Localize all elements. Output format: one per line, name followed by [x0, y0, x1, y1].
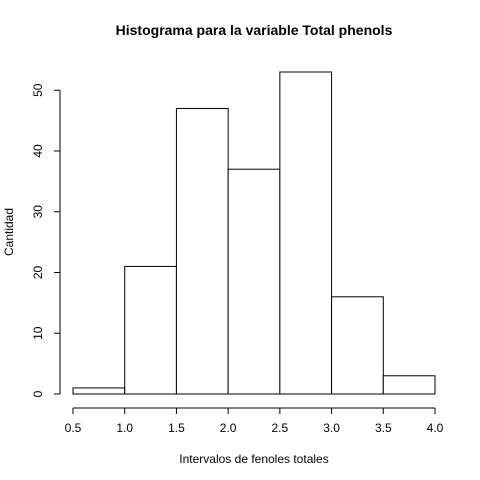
y-axis: 0 10 20 30 40 50	[31, 83, 61, 397]
histogram-bar-5	[331, 296, 384, 395]
histogram-bar-3	[227, 168, 281, 395]
x-tick-label: 1.5	[168, 421, 185, 435]
y-tick-label: 20	[31, 265, 45, 279]
y-tick-label: 40	[31, 144, 45, 158]
x-axis: 0.5 1.0 1.5 2.0 2.5 3.0 3.5 4.0	[65, 407, 444, 435]
x-tick-label: 3.0	[323, 421, 340, 435]
bars-group	[72, 71, 436, 395]
histogram-bar-0	[72, 387, 126, 395]
histogram-bar-2	[175, 107, 229, 395]
x-tick-label: 2.5	[272, 421, 289, 435]
y-tick-label: 30	[31, 205, 45, 219]
histogram-bar-4	[279, 71, 333, 395]
x-tick-label: 0.5	[65, 421, 82, 435]
y-tick-label: 10	[31, 326, 45, 340]
x-tick-label: 2.0	[220, 421, 237, 435]
histogram-bar-1	[124, 265, 177, 395]
x-axis-label: Intervalos de fenoles totales	[179, 452, 328, 466]
x-tick-label: 4.0	[427, 421, 444, 435]
y-tick-label: 50	[31, 83, 45, 97]
histogram-bar-6	[382, 375, 436, 395]
y-tick-label: 0	[31, 390, 45, 397]
x-tick-label: 3.5	[375, 421, 392, 435]
x-tick-label: 1.0	[116, 421, 133, 435]
chart-title: Histograma para la variable Total phenol…	[116, 22, 393, 38]
y-axis-label: Cantidad	[2, 208, 16, 256]
